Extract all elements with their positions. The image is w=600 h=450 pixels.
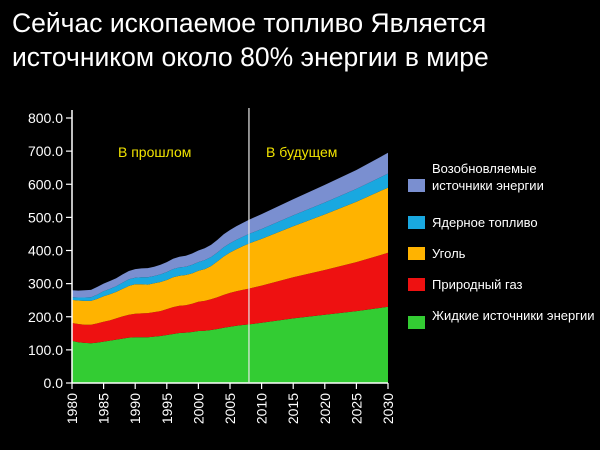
area-series-0 xyxy=(72,306,388,383)
x-tick-label-10: 2030 xyxy=(380,393,396,424)
x-tick-label-6: 2010 xyxy=(254,393,270,424)
annotation-past: В прошлом xyxy=(118,144,191,160)
y-tick-label-0: 0.0 xyxy=(44,375,64,391)
legend-swatch-gas xyxy=(408,278,425,291)
legend-label-renewables: Возобновляемые источники энергии xyxy=(432,161,544,193)
x-tick-label-4: 2000 xyxy=(190,393,206,424)
x-tick-label-2: 1990 xyxy=(127,393,143,424)
legend-swatch-coal xyxy=(408,247,425,260)
y-tick-label-8: 800.0 xyxy=(28,110,63,126)
y-tick-label-7: 700.0 xyxy=(28,143,63,159)
area-series-2 xyxy=(72,187,388,325)
legend-swatch-liquids xyxy=(408,316,425,329)
x-tick-label-3: 1995 xyxy=(159,393,175,424)
legend-swatch-nuclear xyxy=(408,216,425,229)
x-tick-label-0: 1980 xyxy=(64,393,80,424)
annotation-future: В будущем xyxy=(266,144,337,160)
legend-swatch-renewables xyxy=(408,179,425,192)
y-tick-label-2: 200.0 xyxy=(28,309,63,325)
y-tick-label-1: 100.0 xyxy=(28,342,63,358)
chart-title: Сейчас ископаемое топливо Является источ… xyxy=(12,8,489,72)
x-tick-label-9: 2025 xyxy=(348,393,364,424)
x-tick-label-8: 2020 xyxy=(317,393,333,424)
legend-label-liquids: Жидкие источники энергии xyxy=(432,308,595,323)
y-tick-label-5: 500.0 xyxy=(28,209,63,225)
x-tick-label-5: 2005 xyxy=(222,393,238,424)
y-tick-label-4: 400.0 xyxy=(28,243,63,259)
x-tick-label-1: 1985 xyxy=(96,393,112,424)
y-tick-label-3: 300.0 xyxy=(28,276,63,292)
x-tick-label-7: 2015 xyxy=(285,393,301,424)
legend-label-coal: Уголь xyxy=(432,246,466,261)
legend-label-gas: Природный газ xyxy=(432,277,523,292)
legend-label-nuclear: Ядерное топливо xyxy=(432,215,538,230)
y-tick-label-6: 600.0 xyxy=(28,176,63,192)
area-series-1 xyxy=(72,252,388,344)
